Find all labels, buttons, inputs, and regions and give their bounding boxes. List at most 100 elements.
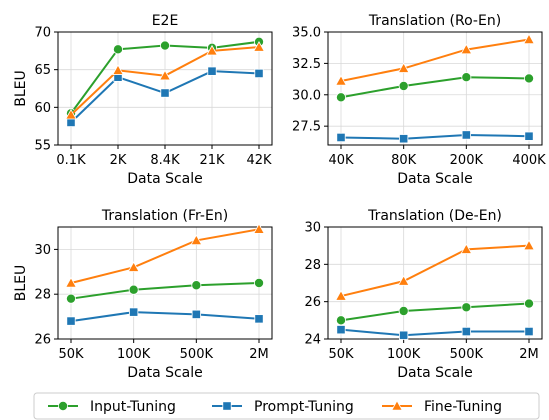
data-point bbox=[65, 108, 77, 120]
x-tick-label: 0.1K bbox=[56, 153, 86, 168]
data-point bbox=[461, 130, 471, 140]
x-axis-label: Data Scale bbox=[397, 365, 473, 381]
data-point bbox=[524, 298, 535, 309]
y-tick-label: 28 bbox=[34, 288, 51, 303]
data-point bbox=[159, 69, 171, 81]
series-fine bbox=[65, 41, 265, 120]
y-axis-label: BLEU bbox=[13, 70, 29, 107]
data-point bbox=[399, 330, 409, 340]
legend-frame bbox=[33, 392, 540, 420]
data-point bbox=[254, 68, 264, 79]
data-point bbox=[335, 290, 347, 301]
data-point bbox=[523, 33, 535, 45]
data-point bbox=[524, 73, 535, 84]
series-line bbox=[340, 302, 530, 322]
data-point bbox=[397, 275, 410, 286]
data-point bbox=[191, 280, 202, 291]
y-tick-label: 26 bbox=[34, 333, 51, 348]
x-tick-label: 21K bbox=[199, 153, 225, 168]
data-point bbox=[460, 43, 473, 55]
y-tick-label: 28 bbox=[304, 258, 321, 273]
plot-frame bbox=[327, 226, 543, 340]
series-fine bbox=[65, 223, 265, 288]
plot-frame bbox=[57, 226, 273, 340]
chart-title: Translation (Fr-En) bbox=[101, 208, 228, 224]
x-axis-label: Data Scale bbox=[127, 171, 203, 187]
data-point bbox=[66, 316, 76, 326]
data-point bbox=[253, 277, 264, 288]
series-input bbox=[66, 277, 264, 304]
data-point bbox=[335, 74, 347, 86]
series-fine bbox=[335, 33, 535, 86]
x-tick-label: 50K bbox=[328, 347, 354, 362]
series-prompt bbox=[336, 325, 534, 340]
data-point bbox=[66, 117, 76, 127]
data-point bbox=[65, 276, 77, 288]
series-fine bbox=[335, 239, 535, 301]
data-point bbox=[397, 62, 410, 73]
data-point bbox=[253, 223, 265, 234]
data-point bbox=[127, 261, 140, 272]
data-point bbox=[207, 66, 217, 76]
data-point bbox=[523, 239, 535, 251]
data-point bbox=[112, 64, 124, 75]
data-point bbox=[335, 92, 346, 103]
x-tick-label: 42K bbox=[246, 153, 272, 168]
series-prompt bbox=[66, 307, 264, 326]
data-point bbox=[460, 243, 473, 254]
data-point bbox=[160, 88, 170, 98]
data-point bbox=[159, 40, 170, 51]
series-line bbox=[340, 38, 530, 82]
data-point bbox=[191, 309, 201, 319]
x-tick-label: 2K bbox=[110, 153, 127, 168]
data-point bbox=[129, 307, 139, 317]
data-point bbox=[398, 305, 409, 316]
data-point bbox=[461, 302, 472, 313]
legend-label: Input-Tuning bbox=[90, 399, 176, 415]
data-point bbox=[113, 44, 124, 55]
x-tick-label: 2M bbox=[519, 347, 539, 362]
series-prompt bbox=[336, 130, 534, 144]
series-line bbox=[340, 328, 529, 337]
series-line bbox=[70, 228, 260, 284]
series-prompt bbox=[66, 66, 264, 127]
legend-marker bbox=[222, 401, 232, 411]
y-tick-label: 65 bbox=[34, 63, 51, 78]
x-tick-label: 500K bbox=[180, 347, 214, 362]
legend-marker bbox=[58, 400, 69, 411]
series-input bbox=[335, 72, 535, 103]
data-point bbox=[524, 131, 534, 141]
legend-label: Fine-Tuning bbox=[424, 399, 502, 415]
data-point bbox=[336, 132, 346, 143]
chart-title: E2E bbox=[152, 13, 179, 29]
data-point bbox=[128, 284, 139, 295]
y-tick-label: 55 bbox=[34, 139, 51, 154]
x-tick-label: 200K bbox=[450, 153, 484, 168]
y-tick-label: 35.0 bbox=[292, 26, 321, 41]
y-axis-label: BLEU bbox=[13, 265, 29, 302]
x-tick-label: 400K bbox=[512, 153, 546, 168]
y-tick-label: 30 bbox=[304, 221, 321, 236]
data-point bbox=[398, 80, 409, 91]
x-axis-label: Data Scale bbox=[127, 365, 203, 381]
series-line bbox=[340, 76, 530, 99]
x-tick-label: 500K bbox=[450, 347, 484, 362]
y-tick-label: 30 bbox=[34, 243, 51, 258]
x-tick-label: 50K bbox=[58, 347, 84, 362]
legend-item-prompt: Prompt-Tuning bbox=[212, 399, 354, 415]
x-tick-label: 8.4K bbox=[150, 153, 180, 168]
chart-panels: 55 60 65 70 0.1K 2K 8.4K 21K 42K E2E Data Scale BLE… bbox=[13, 13, 546, 381]
x-tick-label: 2M bbox=[249, 347, 269, 362]
x-tick-label: 80K bbox=[391, 153, 417, 168]
legend-item-fine: Fine-Tuning bbox=[382, 399, 502, 415]
y-tick-label: 60 bbox=[34, 101, 51, 116]
data-point bbox=[524, 326, 534, 337]
chart-panel-3: 26 28 30 50K 100K 500K 2M Translation (Fr-En) Da… bbox=[13, 208, 273, 381]
chart-title: Translation (Ro-En) bbox=[368, 13, 501, 29]
data-point bbox=[190, 234, 203, 246]
y-tick-label: 27.5 bbox=[292, 120, 321, 135]
series-line bbox=[340, 244, 530, 298]
data-point bbox=[66, 293, 77, 304]
legend-marker bbox=[391, 399, 403, 411]
